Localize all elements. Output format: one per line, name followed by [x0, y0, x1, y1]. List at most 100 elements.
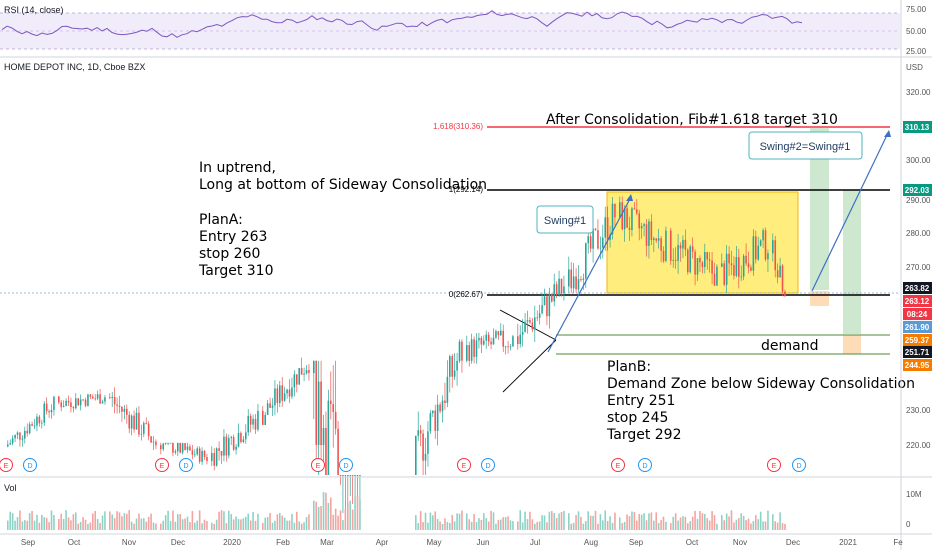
dividend-marker[interactable]	[23, 458, 37, 472]
candle-body	[619, 202, 621, 218]
candle-body	[478, 337, 480, 341]
fib-1618-label: 1.618(310.36)	[433, 122, 483, 131]
volume-bar	[767, 510, 769, 530]
candle-body	[293, 374, 296, 388]
volume-bar	[288, 520, 291, 530]
candle-body	[257, 410, 259, 430]
earnings-marker[interactable]	[311, 458, 325, 472]
swing1-box	[536, 205, 594, 234]
y-tick-230: 230.00	[906, 406, 931, 415]
volume-bar	[254, 520, 257, 530]
candle-body	[419, 430, 422, 434]
volume-bar	[218, 511, 220, 530]
plan-a-target-zone	[810, 128, 829, 290]
volume-bar	[308, 514, 310, 530]
earnings-marker[interactable]	[611, 458, 625, 472]
candle-body	[36, 416, 38, 426]
candle-body	[126, 408, 128, 415]
event-marker-label: D	[27, 463, 32, 470]
volume-bar	[281, 515, 284, 530]
volume-bar	[645, 520, 648, 530]
fib-target-annotation: After Consolidation, Fib#1.618 target 31…	[546, 112, 838, 128]
volume-bar	[558, 513, 560, 530]
volume-bar	[684, 516, 687, 530]
volume-bar	[434, 511, 437, 530]
volume-bar	[762, 521, 764, 530]
candle-body	[220, 450, 223, 456]
dividend-marker[interactable]	[481, 458, 495, 472]
volume-bar	[293, 522, 296, 530]
candle-body	[575, 276, 577, 290]
earnings-marker[interactable]	[767, 458, 781, 472]
dividend-marker[interactable]	[638, 458, 652, 472]
volume-label: Vol	[4, 483, 17, 493]
volume-bar	[257, 513, 259, 530]
price-badge	[903, 308, 932, 320]
candle-body	[308, 370, 310, 374]
dividend-marker[interactable]	[792, 458, 806, 472]
x-tick-label: Feb	[276, 538, 290, 547]
candle-body	[512, 336, 514, 347]
earnings-marker[interactable]	[155, 458, 169, 472]
volume-bar	[723, 520, 726, 530]
candle-body	[614, 203, 616, 218]
candle-body	[128, 414, 131, 429]
candle-body	[432, 410, 434, 414]
candle-body	[740, 276, 743, 278]
volume-bar	[41, 514, 43, 530]
x-tick-label: May	[426, 538, 441, 547]
volume-bar	[138, 513, 140, 530]
candle-body	[291, 387, 293, 397]
volume-bar	[776, 522, 779, 530]
candle-body	[541, 305, 543, 314]
candle-body	[626, 208, 628, 228]
volume-bar	[604, 510, 607, 530]
candle-body	[266, 403, 269, 415]
volume-bar	[167, 510, 169, 530]
volume-bar	[177, 514, 179, 530]
candle-body	[436, 404, 439, 431]
candle-body	[764, 230, 767, 260]
candle-body	[138, 412, 140, 435]
volume-bar	[577, 511, 580, 530]
rsi-tick-25: 25.00	[906, 47, 927, 56]
volume-bar	[473, 514, 475, 530]
price-badge-label: 310.13	[905, 123, 930, 132]
candle-body	[704, 252, 706, 267]
currency-label: USD	[906, 63, 923, 72]
volume-bar	[186, 516, 189, 530]
dividend-marker[interactable]	[339, 458, 353, 472]
volume-bar	[689, 521, 692, 530]
candle-body	[351, 475, 354, 476]
volume-bar	[9, 511, 12, 530]
candle-body	[662, 250, 665, 262]
candle-body	[602, 237, 604, 248]
volume-bar	[638, 514, 641, 530]
volume-bar	[572, 522, 575, 530]
candle-body	[638, 213, 641, 229]
volume-bar	[602, 520, 604, 530]
volume-bar	[296, 511, 298, 530]
candle-body	[104, 397, 106, 402]
candle-body	[111, 397, 114, 399]
earnings-marker[interactable]	[0, 458, 13, 472]
candle-body	[543, 296, 546, 306]
volume-bar	[162, 520, 165, 530]
volume-bar	[19, 510, 21, 530]
volume-bar	[223, 511, 225, 530]
volume-bar	[203, 519, 206, 530]
volume-bar	[611, 522, 614, 530]
dividend-marker[interactable]	[179, 458, 193, 472]
volume-bar	[742, 515, 745, 530]
rsi-line	[1, 10, 803, 38]
volume-bar	[419, 511, 422, 530]
volume-bar	[128, 510, 131, 530]
earnings-marker[interactable]	[457, 458, 471, 472]
volume-bar	[725, 513, 728, 530]
volume-bar	[519, 510, 522, 530]
candle-body	[424, 453, 427, 461]
volume-bar	[449, 523, 451, 530]
volume-bar	[317, 506, 320, 530]
candle-body	[708, 259, 711, 261]
candle-body	[286, 389, 288, 394]
